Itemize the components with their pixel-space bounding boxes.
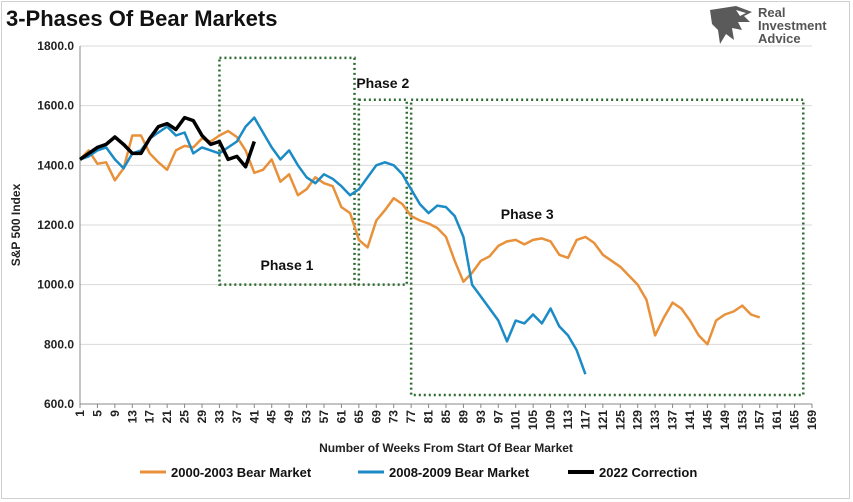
phase-box-3 <box>409 98 805 397</box>
x-tick-label: 133 <box>648 410 662 430</box>
phase-label-1: Phase 1 <box>260 257 313 273</box>
x-tick-label: 9 <box>108 410 122 417</box>
x-tick-label: 41 <box>247 410 261 424</box>
x-tick-label: 29 <box>195 410 209 424</box>
logo-line-2: Investment <box>758 18 827 33</box>
real-investment-advice-logo: Real Investment Advice <box>706 4 846 48</box>
logo-line-1: Real <box>758 5 786 20</box>
x-tick-label: 1 <box>73 410 87 417</box>
x-tick-label: 49 <box>282 410 296 424</box>
y-tick-label: 600.0 <box>44 397 74 411</box>
x-tick-label: 5 <box>90 410 104 417</box>
x-tick-label: 37 <box>230 410 244 424</box>
y-tick-label: 1600.0 <box>37 99 74 113</box>
x-tick-label: 109 <box>544 410 558 430</box>
x-tick-label: 73 <box>387 410 401 424</box>
x-tick-label: 81 <box>422 410 436 424</box>
x-tick-label: 101 <box>509 410 523 430</box>
phase-boxes: Phase 1 Phase 2 Phase 3 <box>218 56 805 397</box>
x-tick-label: 61 <box>334 410 348 424</box>
eagle-icon <box>710 6 752 44</box>
y-tick-label: 1400.0 <box>37 158 74 172</box>
y-tick-label: 1000.0 <box>37 278 74 292</box>
legend-label-3: 2022 Correction <box>599 465 697 480</box>
y-tick-label: 1200.0 <box>37 218 74 232</box>
x-tick-label: 157 <box>753 410 767 430</box>
logo-text: Real Investment Advice <box>758 6 827 45</box>
x-tick-label: 89 <box>456 410 470 424</box>
y-axis-label: S&P 500 Index <box>9 183 23 266</box>
x-axis-ticks: 1 5 9 13 17 21 25 29 33 37 41 45 49 53 57 61 65 69 73 77 81 8… <box>73 404 819 430</box>
x-tick-label: 65 <box>352 410 366 424</box>
chart-title: 3-Phases Of Bear Markets <box>6 6 278 31</box>
x-tick-label: 85 <box>439 410 453 424</box>
x-tick-label: 141 <box>683 410 697 430</box>
x-tick-label: 113 <box>561 410 575 430</box>
legend-label-1: 2000-2003 Bear Market <box>171 465 312 480</box>
phase-box-2 <box>357 98 409 286</box>
x-tick-label: 121 <box>596 410 610 430</box>
x-tick-label: 153 <box>735 410 749 430</box>
x-tick-label: 77 <box>404 410 418 424</box>
phase-box-1 <box>218 56 356 286</box>
x-tick-label: 129 <box>631 410 645 430</box>
x-tick-label: 33 <box>212 410 226 424</box>
legend: 2000-2003 Bear Market 2008-2009 Bear Mark… <box>140 465 697 480</box>
x-tick-label: 21 <box>160 410 174 424</box>
series-line-3 <box>79 115 256 169</box>
legend-label-2: 2008-2009 Bear Market <box>389 465 530 480</box>
series-lines <box>79 115 761 375</box>
x-tick-label: 69 <box>369 410 383 424</box>
x-tick-label: 13 <box>125 410 139 424</box>
x-tick-label: 17 <box>143 410 157 424</box>
x-tick-label: 145 <box>700 410 714 430</box>
y-tick-label: 800.0 <box>44 337 74 351</box>
x-tick-label: 125 <box>613 410 627 430</box>
phase-label-3: Phase 3 <box>501 206 554 222</box>
x-tick-label: 105 <box>526 410 540 430</box>
x-tick-label: 149 <box>718 410 732 430</box>
x-tick-label: 53 <box>300 410 314 424</box>
x-tick-label: 137 <box>666 410 680 430</box>
x-tick-label: 161 <box>770 410 784 430</box>
phase-label-2: Phase 2 <box>356 75 409 91</box>
y-tick-label: 1800.0 <box>37 39 74 53</box>
logo-line-3: Advice <box>758 31 801 46</box>
series-line-1 <box>79 129 761 346</box>
x-tick-label: 57 <box>317 410 331 424</box>
x-tick-label: 45 <box>265 410 279 424</box>
x-tick-label: 117 <box>578 410 592 430</box>
x-tick-label: 25 <box>178 410 192 424</box>
x-tick-label: 165 <box>788 410 802 430</box>
x-tick-label: 169 <box>805 410 819 430</box>
x-axis-label: Number of Weeks From Start Of Bear Marke… <box>319 441 573 455</box>
series-line-2 <box>79 116 587 375</box>
x-tick-label: 97 <box>491 410 505 424</box>
x-tick-label: 93 <box>474 410 488 424</box>
y-axis-ticks: 600.0 800.0 1000.0 1200.0 1400.0 1600.0 1800.0 <box>37 39 74 411</box>
